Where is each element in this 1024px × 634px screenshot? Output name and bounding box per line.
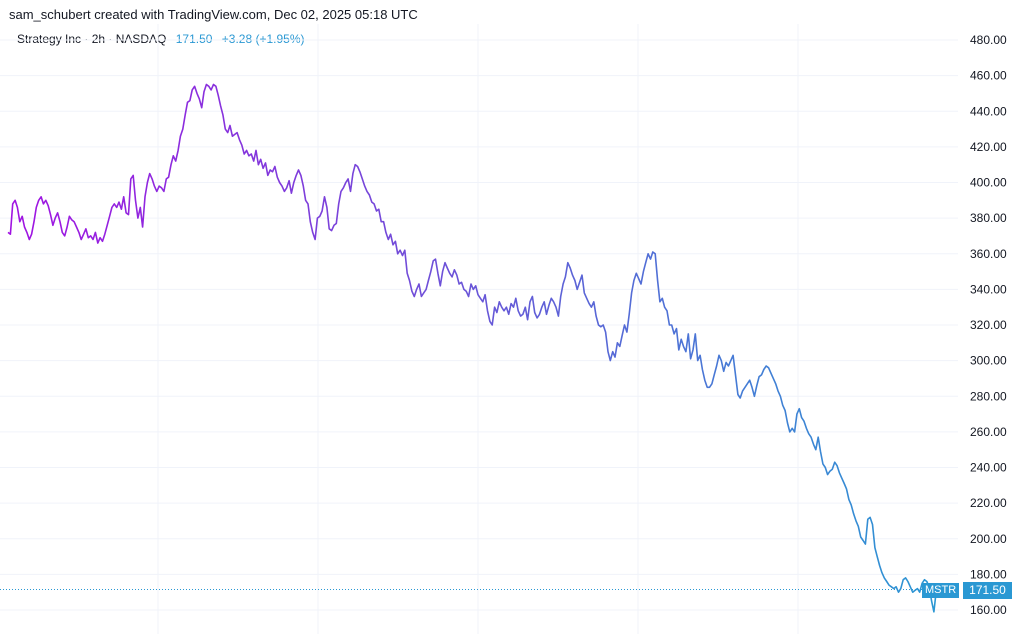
y-tick-label: 200.00 (970, 532, 1007, 546)
y-tick-label: 160.00 (970, 603, 1007, 617)
y-tick-label: 240.00 (970, 461, 1007, 475)
y-tick-label: 260.00 (970, 425, 1007, 439)
y-tick-label: 480.00 (970, 33, 1007, 47)
price-change: +3.28 (+1.95%) (221, 32, 305, 46)
y-tick-label: 360.00 (970, 247, 1007, 261)
y-tick-label: 280.00 (970, 389, 1007, 403)
y-tick-label: 320.00 (970, 318, 1007, 332)
horizontal-gridlines (0, 39, 958, 611)
creator-caption: sam_schubert created with TradingView.co… (9, 7, 418, 22)
y-tick-label: 340.00 (970, 282, 1007, 296)
symbol-badge: MSTR (922, 583, 960, 598)
y-tick-label: 420.00 (970, 140, 1007, 154)
last-price: 171.50 (175, 32, 213, 46)
vertical-gridlines (157, 24, 799, 634)
y-tick-label: 400.00 (970, 176, 1007, 190)
y-tick-label: 180.00 (970, 567, 1007, 581)
y-tick-label: 460.00 (970, 69, 1007, 83)
y-tick-label: 300.00 (970, 354, 1007, 368)
price-axis[interactable]: 160.00 180.00 200.00 220.00 240.00 260.00 280.… (970, 33, 1007, 617)
series-legend[interactable]: Strategy Inc · 2h · NASDAQ 171.50 +3.28 … (17, 32, 305, 46)
symbol-description: Strategy Inc · 2h · NASDAQ (17, 32, 167, 46)
y-tick-label: 440.00 (970, 104, 1007, 118)
price-badge: 171.50 (963, 582, 1012, 599)
y-tick-label: 380.00 (970, 211, 1007, 225)
y-tick-label: 220.00 (970, 496, 1007, 510)
price-series-line (7, 83, 942, 613)
